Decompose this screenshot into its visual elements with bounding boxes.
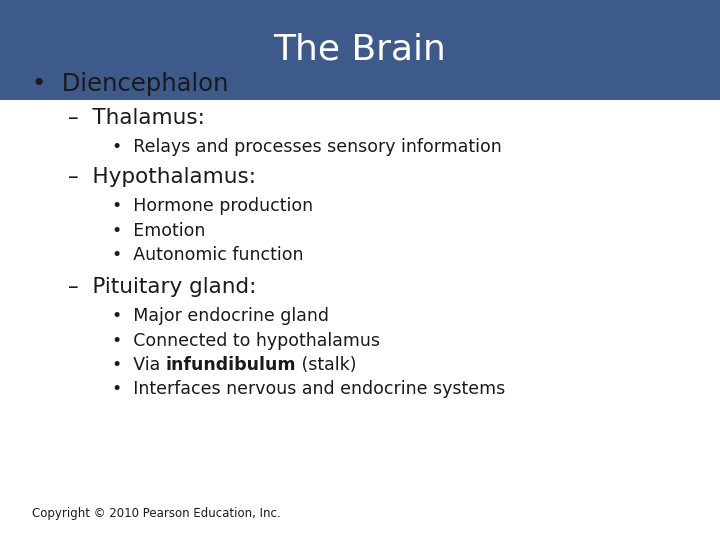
- Text: The Brain: The Brain: [274, 33, 446, 67]
- Text: (stalk): (stalk): [296, 356, 356, 374]
- Text: •  Relays and processes sensory information: • Relays and processes sensory informati…: [112, 138, 501, 156]
- Text: •  Emotion: • Emotion: [112, 221, 205, 240]
- Bar: [0, 0, 720, 100]
- Text: •  Interfaces nervous and endocrine systems: • Interfaces nervous and endocrine syste…: [112, 380, 505, 399]
- Text: •  Diencephalon: • Diencephalon: [32, 72, 229, 96]
- Text: •  Hormone production: • Hormone production: [112, 197, 312, 215]
- Text: •  Autonomic function: • Autonomic function: [112, 246, 303, 264]
- Text: –  Pituitary gland:: – Pituitary gland:: [68, 277, 257, 298]
- Text: •  Via: • Via: [112, 356, 166, 374]
- Text: •  Major endocrine gland: • Major endocrine gland: [112, 307, 328, 326]
- Text: –  Thalamus:: – Thalamus:: [68, 107, 205, 128]
- Text: Copyright © 2010 Pearson Education, Inc.: Copyright © 2010 Pearson Education, Inc.: [32, 507, 281, 519]
- Text: –  Hypothalamus:: – Hypothalamus:: [68, 167, 256, 187]
- Text: •  Connected to hypothalamus: • Connected to hypothalamus: [112, 332, 379, 350]
- Text: infundibulum: infundibulum: [166, 356, 296, 374]
